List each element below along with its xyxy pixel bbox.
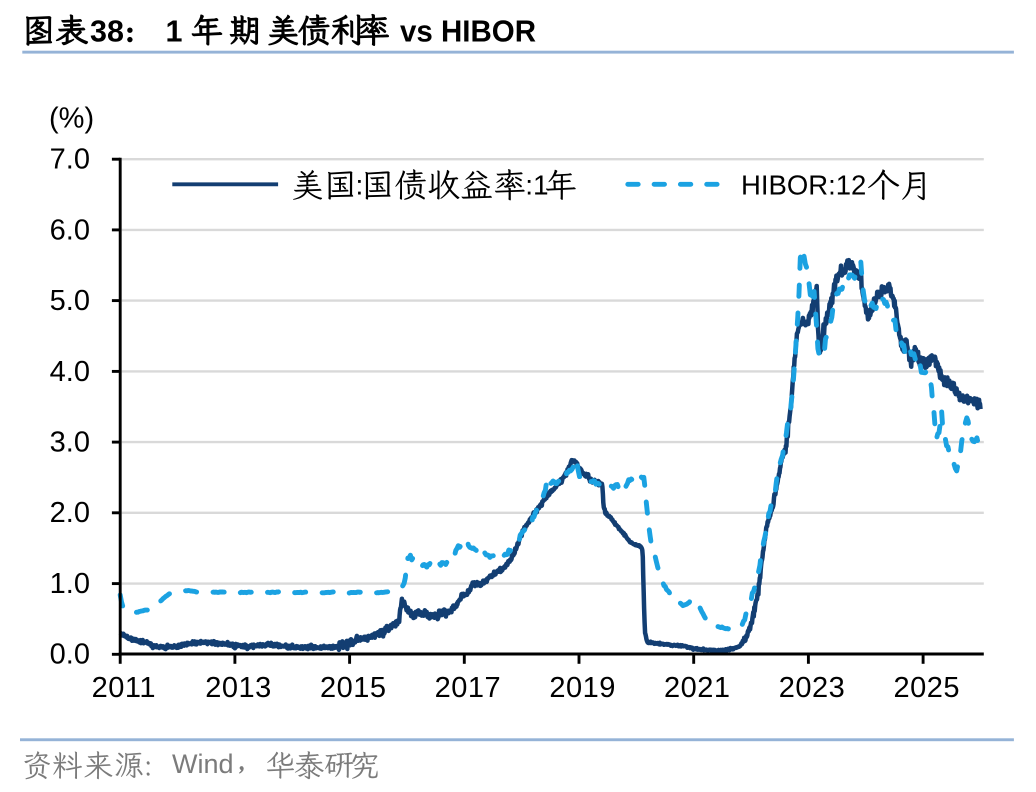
svg-text::: : [356, 170, 364, 201]
svg-text:2023: 2023 [779, 672, 846, 704]
svg-text:vs HIBOR: vs HIBOR [400, 14, 536, 49]
svg-text:5.0: 5.0 [50, 285, 90, 317]
svg-text:7.0: 7.0 [50, 144, 90, 176]
svg-text:Wind: Wind [172, 749, 234, 779]
svg-text:2015: 2015 [320, 672, 387, 704]
svg-text:1: 1 [166, 15, 183, 49]
svg-text:HIBOR:12: HIBOR:12 [741, 170, 866, 201]
svg-text:2013: 2013 [205, 672, 272, 704]
svg-text::1: :1 [525, 170, 548, 201]
svg-text:4.0: 4.0 [50, 356, 90, 388]
svg-text:2021: 2021 [664, 672, 731, 704]
svg-text:1.0: 1.0 [50, 568, 90, 600]
svg-text:2017: 2017 [435, 672, 502, 704]
svg-text:2025: 2025 [893, 672, 960, 704]
svg-text:3.0: 3.0 [50, 427, 90, 459]
svg-text:38: 38 [90, 15, 124, 49]
svg-text:2011: 2011 [92, 672, 156, 704]
svg-text:0.0: 0.0 [50, 639, 90, 671]
svg-text:2.0: 2.0 [50, 497, 90, 529]
svg-text:6.0: 6.0 [50, 214, 90, 246]
svg-text:(%): (%) [49, 103, 94, 135]
svg-text:2019: 2019 [549, 672, 616, 704]
